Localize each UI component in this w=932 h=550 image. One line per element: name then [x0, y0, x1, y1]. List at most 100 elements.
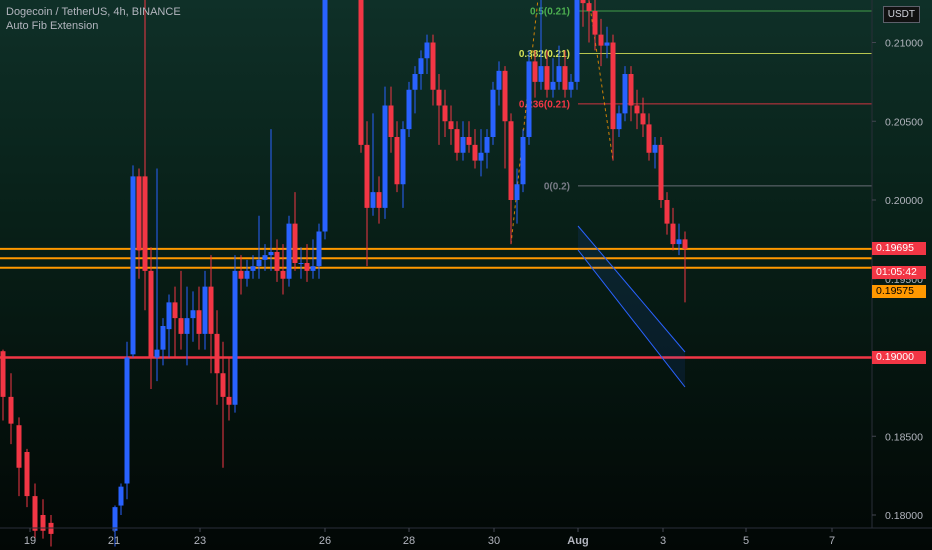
- candle-body: [24, 452, 30, 497]
- candle: [178, 270, 184, 350]
- candle: [16, 417, 22, 497]
- candle-body: [310, 266, 316, 271]
- candle-body: [592, 11, 598, 35]
- candle: [220, 341, 226, 468]
- candle-body: [568, 81, 574, 90]
- candle-body: [238, 270, 244, 279]
- candle-body: [520, 137, 526, 185]
- price-tag: 0.19695: [872, 242, 926, 256]
- candle-body: [166, 302, 172, 330]
- candle-body: [586, 3, 592, 11]
- x-axis-ticks: 19 21 23 26 28 30 Aug 3 5 7: [24, 528, 835, 547]
- candle: [274, 239, 280, 282]
- candle: [118, 483, 124, 515]
- candle: [430, 34, 436, 106]
- candle-body: [32, 496, 38, 531]
- chart-title: Dogecoin / TetherUS, 4h, BINANCE: [6, 6, 181, 18]
- candle-body: [562, 66, 568, 90]
- candle: [574, 0, 580, 90]
- candle: [682, 231, 688, 303]
- candle-body: [226, 396, 232, 405]
- candle: [310, 239, 316, 279]
- candle-body: [370, 192, 376, 208]
- candle-body: [448, 121, 454, 130]
- candle-body: [232, 270, 238, 405]
- candle: [424, 34, 430, 74]
- candle-body: [598, 34, 604, 46]
- candle: [442, 89, 448, 137]
- candle: [460, 121, 466, 161]
- fib-level-label: 0.382(0.21): [519, 49, 570, 60]
- candle: [640, 97, 646, 137]
- candle: [520, 129, 526, 193]
- candle: [292, 192, 298, 271]
- candle-body: [466, 137, 472, 145]
- x-tick-label: 21: [108, 535, 120, 547]
- candle-body: [646, 124, 652, 153]
- candle: [634, 89, 640, 130]
- candle-body: [682, 239, 688, 249]
- candle-body: [406, 89, 412, 130]
- candle: [604, 26, 610, 59]
- candle: [598, 18, 604, 67]
- candle: [652, 137, 658, 169]
- zigzag-line: [510, 0, 614, 245]
- candle-body: [220, 373, 226, 397]
- candle: [502, 66, 508, 169]
- price-tag: 0.19000: [872, 351, 926, 364]
- candle-body: [538, 66, 544, 82]
- candle-body: [274, 251, 280, 271]
- candle-body: [8, 396, 14, 424]
- candle: [556, 45, 562, 90]
- candle-body: [262, 255, 268, 260]
- candle-body: [178, 318, 184, 334]
- candle-body: [484, 137, 490, 153]
- candle-body: [190, 310, 196, 319]
- currency-label[interactable]: USDT: [882, 6, 920, 23]
- candle: [532, 50, 538, 98]
- candle: [256, 215, 262, 279]
- candle: [568, 74, 574, 98]
- candle: [376, 176, 382, 224]
- y-tick-label: 0.18000: [885, 510, 923, 522]
- candle: [286, 215, 292, 287]
- zigzag-polyline: [510, 0, 614, 245]
- candle: [250, 255, 256, 279]
- candle: [544, 50, 550, 98]
- x-tick-label: 26: [319, 535, 331, 547]
- candle-body: [118, 486, 124, 506]
- candle: [32, 483, 38, 539]
- candle: [358, 0, 364, 153]
- candle-body: [124, 357, 130, 484]
- candle: [616, 105, 622, 137]
- candle: [478, 129, 484, 177]
- indicator-label[interactable]: Auto Fib Extension: [6, 20, 99, 32]
- candle-body: [544, 66, 550, 90]
- candle: [664, 192, 670, 235]
- candle: [466, 121, 472, 153]
- candle: [232, 255, 238, 413]
- candle: [658, 137, 664, 208]
- candle: [262, 244, 268, 271]
- candle: [40, 499, 46, 539]
- candle-body: [16, 425, 22, 468]
- candle-body: [130, 176, 136, 355]
- candle-body: [526, 61, 532, 137]
- candle-body: [286, 223, 292, 279]
- candle-body: [496, 70, 502, 90]
- candle-body: [628, 74, 634, 106]
- candle: [580, 0, 586, 27]
- fib-level-label: 0.236(0.21): [519, 99, 570, 110]
- candle-body: [610, 42, 616, 130]
- candle: [622, 66, 628, 122]
- candle-body: [280, 270, 286, 279]
- candle-body: [664, 200, 670, 224]
- candle-body: [436, 89, 442, 106]
- y-tick-label: 0.20000: [885, 195, 923, 207]
- candle: [592, 0, 598, 51]
- candle: [190, 291, 196, 342]
- channel-lower-line: [577, 249, 686, 388]
- candle-body: [208, 286, 214, 334]
